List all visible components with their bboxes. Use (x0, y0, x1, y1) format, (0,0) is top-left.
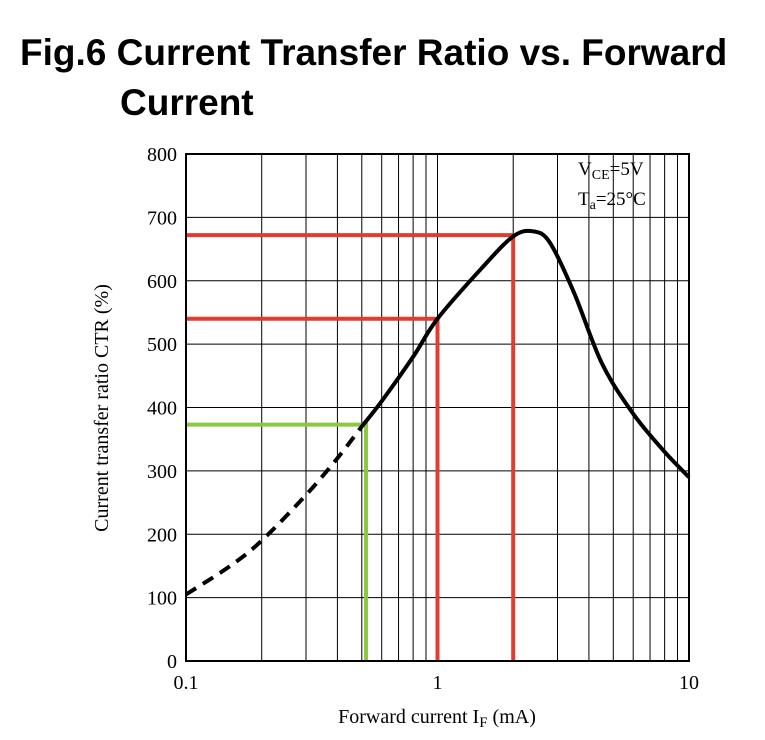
x-tick-labels: 0.1 1 10 (174, 672, 700, 694)
y-tick-label: 700 (147, 207, 177, 229)
y-tick-label: 0 (167, 651, 177, 673)
conditions-box: VCE=5V Ta=25°C (578, 159, 646, 213)
y-axis-label: Current transfer ratio CTR (%) (91, 284, 113, 532)
y-tick-label: 300 (147, 461, 177, 483)
chart-title-line1: Fig.6 Current Transfer Ratio vs. Forward (20, 32, 728, 73)
y-tick-label: 100 (147, 588, 177, 610)
reference-lines (186, 233, 516, 661)
plot-frame (185, 153, 690, 662)
y-tick-label: 400 (147, 398, 177, 420)
y-tick-label: 500 (147, 334, 177, 356)
y-tick-labels: 0 100 200 300 400 500 600 700 800 (147, 144, 177, 673)
x-axis-label: Forward current IF (mA) (338, 706, 536, 731)
reference-line (186, 233, 516, 661)
x-tick-label: 10 (679, 672, 699, 694)
y-tick-label: 800 (147, 144, 177, 166)
chart-title-line2: Current (120, 82, 254, 123)
condition-vce: VCE=5V (578, 159, 644, 183)
y-tick-label: 200 (147, 524, 177, 546)
x-tick-label: 1 (433, 672, 443, 694)
x-tick-label: 0.1 (174, 672, 199, 694)
series-curves (184, 228, 691, 597)
reference-line (186, 422, 369, 661)
y-tick-label: 600 (147, 271, 177, 293)
chart-title: Fig.6 Current Transfer Ratio vs. Forward… (20, 28, 760, 128)
condition-ta: Ta=25°C (578, 189, 646, 213)
series-line-solid (360, 228, 691, 479)
series-line-dashed (184, 425, 364, 597)
